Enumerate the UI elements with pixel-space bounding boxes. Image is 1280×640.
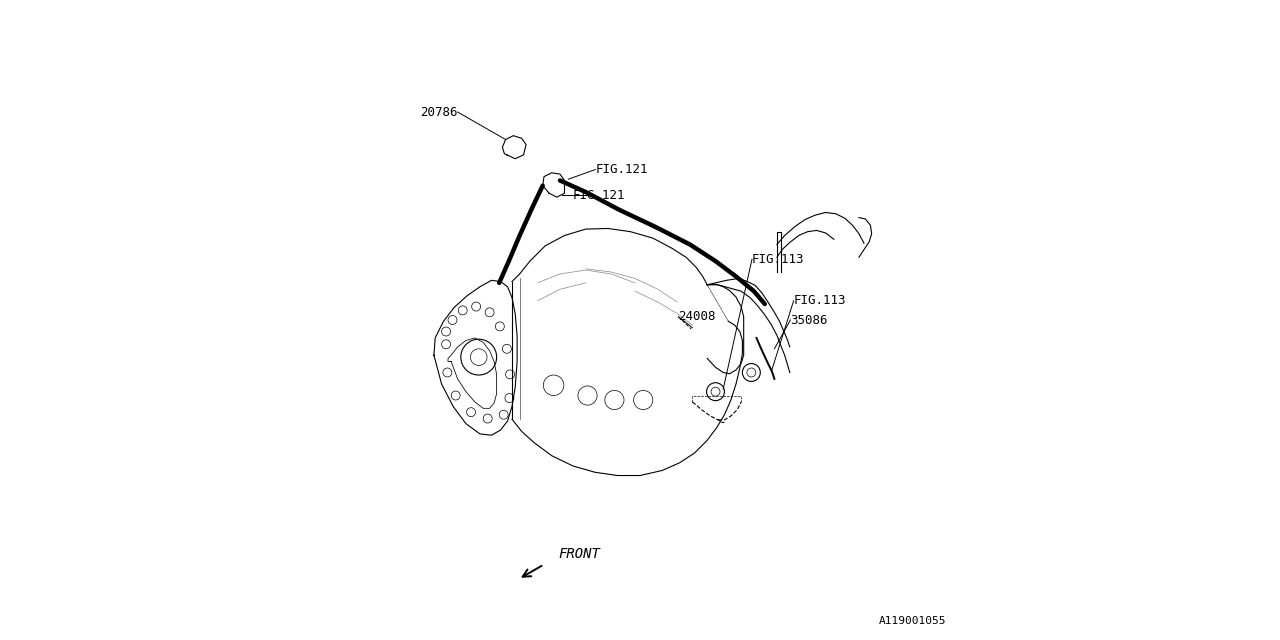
Text: 35086: 35086 bbox=[791, 314, 828, 326]
Text: A119001055: A119001055 bbox=[878, 616, 946, 626]
Text: FRONT: FRONT bbox=[559, 547, 600, 561]
Text: FIG.121: FIG.121 bbox=[595, 163, 648, 176]
Text: 24008: 24008 bbox=[678, 310, 716, 323]
Text: FIG.113: FIG.113 bbox=[794, 294, 846, 307]
Text: 20786: 20786 bbox=[420, 106, 458, 118]
Text: FIG.121: FIG.121 bbox=[573, 189, 626, 202]
Text: FIG.113: FIG.113 bbox=[753, 253, 805, 266]
